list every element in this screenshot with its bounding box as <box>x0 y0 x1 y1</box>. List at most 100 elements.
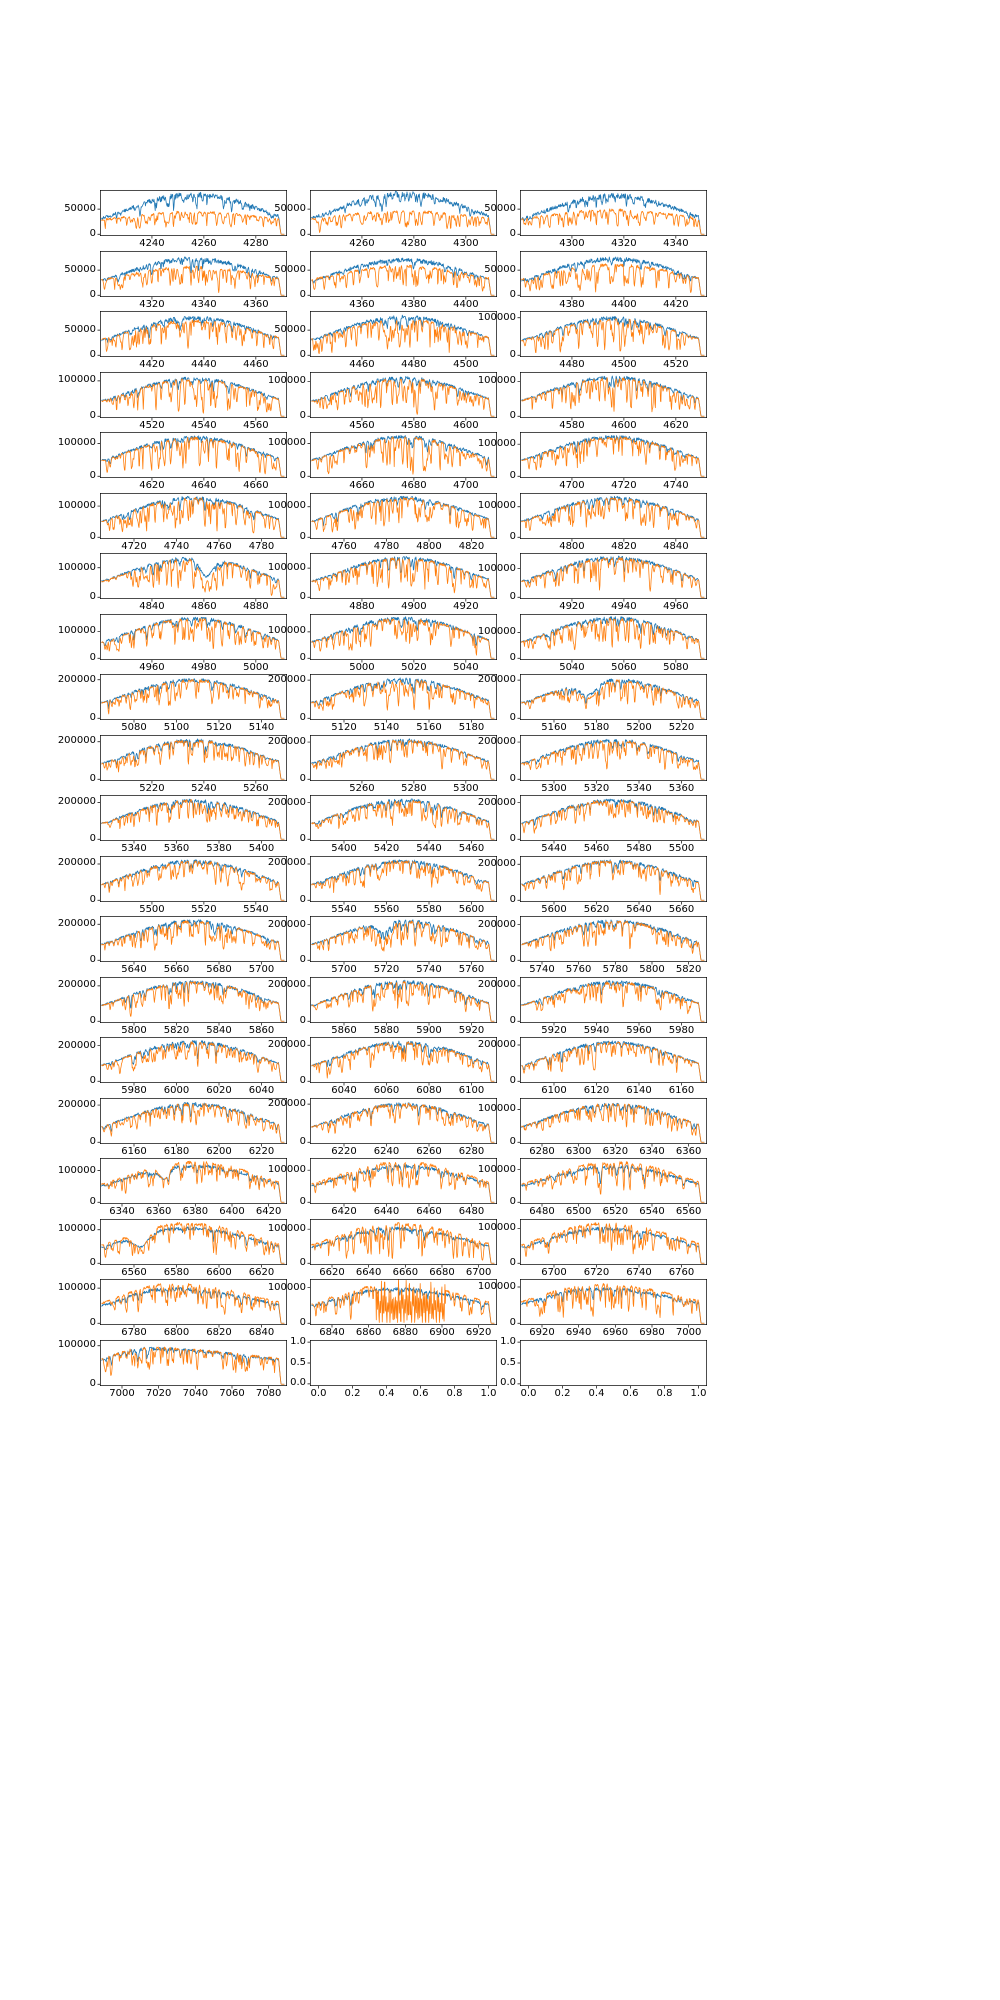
subplot-r15c2: 0 200000 6040 6060 6080 6100 <box>268 1035 499 1096</box>
y-tick-label: 200000 <box>477 918 516 930</box>
y-tick-label: 0 <box>89 1377 96 1389</box>
spectrum-plot-canvas <box>512 490 709 547</box>
x-tick-label: 5020 <box>401 661 427 673</box>
y-tick-label: 200000 <box>477 735 516 747</box>
x-tick-label: 4880 <box>243 601 269 612</box>
x-tick-label: 5940 <box>583 1024 610 1036</box>
spectrum-plot-canvas <box>512 672 709 728</box>
y-tick-label: 100000 <box>57 1339 96 1351</box>
y-tick-label: 200000 <box>57 735 96 747</box>
subplot-r14c3: 0 200000 5920 5940 5960 5980 <box>478 974 709 1035</box>
x-tick-label: 5180 <box>458 722 485 733</box>
x-tick-label: 4500 <box>453 359 479 370</box>
spectrum-plot-canvas <box>302 188 499 244</box>
x-tick-label: 4560 <box>243 419 269 431</box>
x-tick-label: 6280 <box>458 1145 485 1157</box>
subplot-r3c3: 0 100000 4480 4500 4520 <box>478 309 709 370</box>
y-tick-label: 0 <box>509 288 516 300</box>
x-tick-label: 4760 <box>331 540 357 552</box>
y-tick-label: 0 <box>509 833 516 845</box>
subplot-r16c2: 0 200000 6220 6240 6260 6280 <box>268 1095 499 1156</box>
x-tick-label: 5780 <box>602 964 629 975</box>
x-tick-label: 5200 <box>626 722 652 733</box>
x-tick-label: 4960 <box>139 661 165 673</box>
y-tick-label: 0 <box>299 772 306 784</box>
x-tick-label: 5760 <box>565 964 592 975</box>
y-tick-label: 0 <box>299 1135 306 1147</box>
subplot-r8c3: 0 100000 5040 5060 5080 <box>478 611 709 672</box>
x-tick-label: 7040 <box>182 1387 209 1399</box>
spectrum-plot-canvas <box>302 732 499 789</box>
subplot-r1c1: 0 50000 4240 4260 4280 <box>64 188 289 249</box>
y-tick-label: 0 <box>89 712 96 724</box>
spectrum-plot-canvas <box>302 853 499 910</box>
x-tick-label: 5980 <box>121 1085 147 1096</box>
x-tick-label: 6100 <box>458 1085 485 1096</box>
y-tick-label: 0 <box>509 349 516 361</box>
x-tick-label: 5160 <box>416 722 442 733</box>
spectrum-plot-canvas <box>302 914 499 970</box>
x-tick-label: 4260 <box>191 238 217 249</box>
spectrum-plot-canvas <box>92 309 289 365</box>
y-tick-label: 0 <box>299 470 306 482</box>
subplot-r3c1: 0 50000 4420 4440 4460 <box>64 309 289 370</box>
spectrum-plot-canvas <box>512 188 709 244</box>
y-tick-label: 50000 <box>484 203 516 215</box>
x-tick-label: 5100 <box>163 722 190 733</box>
x-tick-label: 4280 <box>243 238 269 249</box>
x-tick-label: 6040 <box>248 1085 275 1096</box>
x-tick-label: 5280 <box>401 782 427 794</box>
spectrum-plot-canvas <box>92 1095 289 1152</box>
x-tick-label: 6540 <box>639 1206 665 1217</box>
y-tick-label: 0 <box>299 530 306 542</box>
y-tick-label: 200000 <box>267 735 306 747</box>
spectrum-plot-canvas <box>302 430 499 486</box>
y-tick-label: 100000 <box>57 561 96 573</box>
x-tick-label: 5360 <box>668 782 695 794</box>
y-tick-label: 200000 <box>477 796 516 808</box>
y-tick-label: 100000 <box>267 500 306 512</box>
x-tick-label: 6520 <box>602 1206 629 1217</box>
x-tick-label: 4500 <box>611 359 637 370</box>
spectrum-plot-canvas <box>92 793 289 849</box>
x-tick-label: 6920 <box>529 1327 555 1338</box>
x-tick-label: 5820 <box>675 964 702 975</box>
x-tick-label: 6820 <box>206 1327 232 1338</box>
x-tick-label: 5840 <box>206 1024 232 1036</box>
y-tick-label: 0 <box>299 1014 306 1026</box>
x-tick-label: 4440 <box>191 359 217 370</box>
y-tick-label: 200000 <box>477 674 516 686</box>
subplot-r15c3: 0 200000 6100 6120 6140 6160 <box>478 1035 709 1096</box>
subplot-r20c2: 0.0 0.5 1.0 0.0 0.2 0.4 0.6 0.8 1.0 <box>290 1336 499 1398</box>
x-tick-label: 5340 <box>626 782 652 794</box>
subplot-r18c3: 0 100000 6700 6720 6740 6760 <box>478 1216 709 1277</box>
subplot-r9c2: 0 200000 5120 5140 5160 5180 <box>268 672 499 733</box>
spectrum-plot-canvas <box>512 853 709 910</box>
x-tick-label: 6400 <box>219 1206 245 1217</box>
subplot-r11c2: 0 200000 5400 5420 5440 5460 <box>268 793 499 854</box>
subplot-r14c2: 0 200000 5860 5880 5900 5920 <box>268 974 499 1035</box>
y-tick-label: 200000 <box>477 857 516 869</box>
y-tick-label: 100000 <box>57 437 96 449</box>
x-tick-label: 4240 <box>139 238 165 249</box>
subplot-r5c3: 0 100000 4700 4720 4740 <box>478 430 709 491</box>
x-tick-label: 5800 <box>121 1024 147 1036</box>
x-tick-label: 5820 <box>163 1024 190 1036</box>
y-tick-label: 100000 <box>57 624 96 636</box>
x-tick-label: 6220 <box>331 1145 357 1157</box>
y-tick-label: 0 <box>89 1256 96 1268</box>
y-tick-label: 100000 <box>477 1102 516 1114</box>
y-tick-label: 200000 <box>57 979 96 991</box>
subplot-r3c2: 0 50000 4460 4480 4500 <box>274 309 499 370</box>
x-tick-label: 6800 <box>163 1327 190 1338</box>
x-tick-label: 4800 <box>559 540 585 552</box>
x-tick-label: 4660 <box>243 480 269 491</box>
subplot-r17c2: 0 100000 6420 6440 6460 6480 <box>268 1156 499 1217</box>
y-tick-label: 200000 <box>267 674 306 686</box>
x-tick-label: 0.4 <box>378 1387 395 1399</box>
x-tick-label: 4480 <box>401 359 427 370</box>
y-tick-label: 0 <box>89 954 96 966</box>
x-tick-label: 5600 <box>541 903 567 915</box>
y-tick-label: 100000 <box>477 1222 516 1234</box>
